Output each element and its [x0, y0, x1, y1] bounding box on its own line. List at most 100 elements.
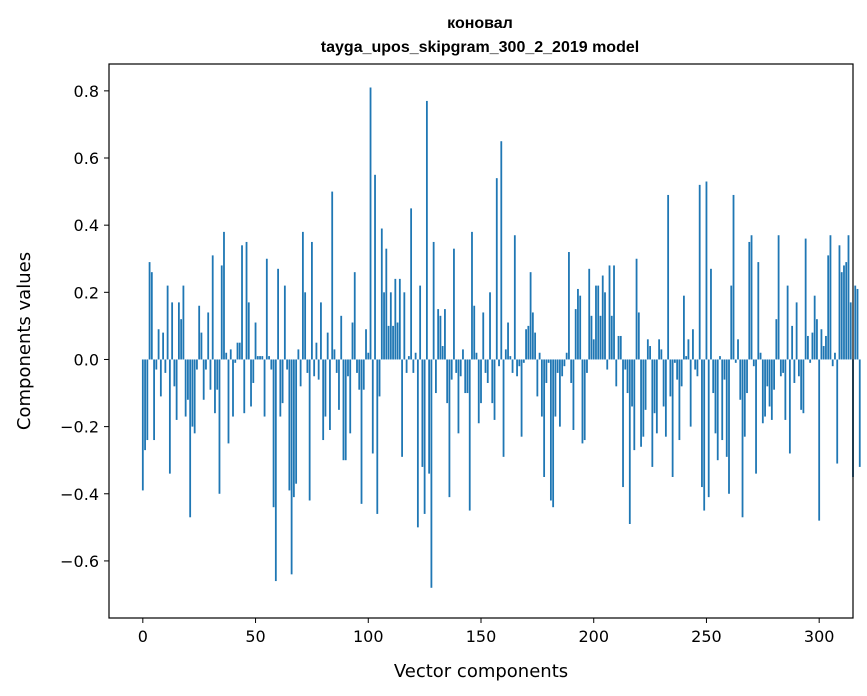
bar-237	[676, 359, 679, 380]
bar-125	[423, 359, 426, 514]
bar-311	[843, 265, 845, 360]
bar-312	[845, 262, 848, 360]
bar-294	[804, 238, 807, 360]
bar-74	[308, 359, 311, 501]
bar-224	[646, 339, 649, 360]
bar-110	[389, 292, 392, 360]
bar-184	[556, 359, 559, 373]
bar-299	[816, 319, 818, 360]
bar-23	[193, 359, 196, 434]
bar-147	[473, 305, 476, 360]
bar-13	[171, 302, 174, 360]
bar-5	[153, 359, 155, 441]
x-tick-label: 0	[138, 627, 148, 646]
bar-132	[439, 315, 442, 360]
bar-158	[498, 359, 500, 367]
bar-33	[216, 359, 219, 390]
bar-25	[198, 305, 201, 360]
bar-213	[622, 359, 624, 488]
bar-60	[277, 268, 279, 360]
bar-68	[295, 359, 298, 484]
bar-117	[405, 359, 408, 373]
bar-206	[606, 359, 609, 370]
bar-17	[180, 319, 183, 360]
bar-202	[597, 285, 600, 360]
bar-254	[714, 359, 717, 434]
bar-318	[858, 359, 861, 467]
bar-66	[290, 359, 293, 575]
bar-37	[225, 352, 228, 360]
bar-144	[466, 359, 469, 394]
bar-129	[432, 241, 435, 360]
bar-173	[531, 312, 534, 360]
bar-155	[491, 359, 494, 404]
bar-112	[394, 278, 397, 360]
bar-121	[414, 352, 417, 360]
bar-41	[234, 359, 237, 363]
bar-146	[471, 231, 473, 360]
bar-45	[243, 359, 246, 414]
bar-18	[182, 285, 185, 360]
bar-306	[831, 359, 834, 367]
bar-177	[540, 359, 543, 417]
bar-149	[477, 359, 480, 424]
bar-109	[387, 325, 390, 360]
bar-82	[326, 332, 329, 360]
bar-115	[401, 359, 403, 457]
bar-159	[500, 141, 503, 360]
bar-102	[371, 359, 374, 454]
bar-285	[784, 359, 787, 420]
bar-39	[229, 349, 232, 360]
y-tick-label: 0.8	[74, 82, 99, 101]
bar-251	[707, 359, 710, 498]
bar-205	[604, 292, 606, 360]
bar-14	[173, 359, 176, 387]
bar-20	[187, 359, 189, 400]
bar-77	[315, 342, 318, 360]
bar-175	[536, 359, 539, 397]
bar-10	[164, 359, 167, 373]
bar-96	[358, 359, 361, 390]
bar-27	[202, 359, 205, 400]
bar-276	[764, 359, 766, 417]
bar-263	[734, 359, 737, 363]
bar-151	[482, 312, 485, 360]
bar-89	[342, 359, 345, 461]
chart-title: коновал	[447, 15, 513, 32]
bar-238	[678, 359, 681, 441]
bar-135	[446, 359, 449, 404]
bar-216	[628, 359, 631, 524]
bar-55	[265, 258, 268, 360]
bar-58	[272, 359, 275, 508]
bar-259	[725, 359, 728, 457]
bar-171	[527, 325, 530, 360]
bar-245	[694, 359, 697, 370]
bar-211	[617, 335, 620, 360]
bar-103	[374, 174, 376, 360]
bar-91	[347, 359, 349, 377]
bar-250	[705, 181, 708, 360]
bar-22	[191, 359, 194, 427]
bar-26	[200, 332, 203, 360]
bar-65	[288, 359, 291, 491]
bar-283	[779, 359, 782, 377]
bar-282	[777, 235, 780, 360]
bar-196	[583, 359, 586, 441]
bar-258	[723, 359, 726, 380]
bar-6	[155, 359, 158, 370]
bar-3	[148, 262, 151, 360]
bar-21	[189, 359, 192, 518]
bar-203	[599, 315, 602, 360]
bar-178	[543, 359, 546, 477]
bar-305	[829, 235, 832, 360]
bar-104	[376, 359, 379, 514]
bar-153	[486, 359, 489, 383]
plot-frame	[108, 63, 854, 619]
bar-181	[549, 359, 552, 501]
bar-266	[741, 359, 744, 518]
bar-49	[252, 359, 255, 383]
bar-42	[236, 342, 239, 360]
bar-94	[353, 272, 356, 360]
bar-223	[644, 359, 647, 410]
x-tick-label: 300	[804, 627, 835, 646]
